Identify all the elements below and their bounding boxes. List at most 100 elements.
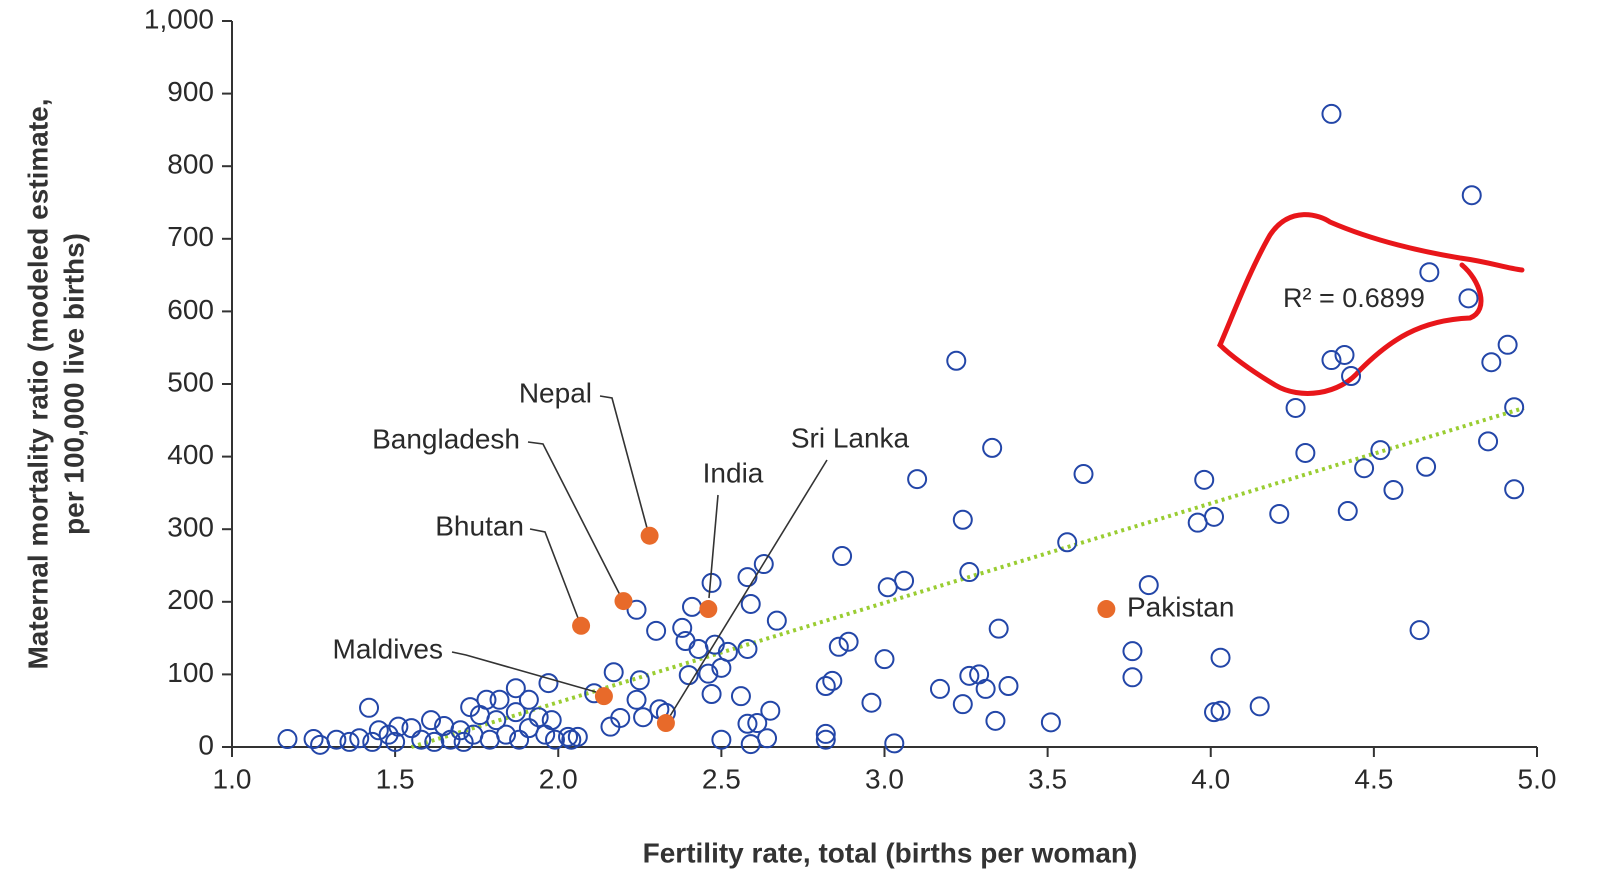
leader-line [669,459,828,717]
x-tick-label: 5.0 [1518,763,1557,794]
point [740,734,761,755]
point [368,720,389,741]
point [1295,442,1316,463]
point [385,731,406,752]
point [682,596,703,617]
point [737,638,758,659]
point [1073,464,1094,485]
point [1416,456,1437,477]
point [1409,620,1430,641]
leader-line [527,441,621,596]
y-tick-label: 300 [167,512,214,543]
leader-line [599,395,648,529]
x-tick-label: 1.0 [213,763,252,794]
point [1122,641,1143,662]
point [988,618,1009,639]
point [675,631,696,652]
point [861,692,882,713]
point [561,729,582,750]
point [558,726,579,747]
point [1504,479,1525,500]
point [1354,458,1375,479]
x-tick-label: 1.5 [376,763,415,794]
point [1194,469,1215,490]
point [640,526,659,545]
point [603,662,624,683]
point [975,678,996,699]
point [1321,350,1342,371]
point [486,710,507,731]
point [600,716,621,737]
point [518,689,539,710]
point [737,567,758,588]
point [326,729,347,750]
point [815,676,836,697]
trend-line [410,406,1525,749]
point-label: India [703,457,764,488]
point [747,713,768,734]
point [528,707,549,728]
point [753,554,774,575]
point [740,593,761,614]
point [884,733,905,754]
point [1370,440,1391,461]
point-label: Pakistan [1127,591,1234,622]
point [277,729,298,750]
point [1321,103,1342,124]
y-tick-label: 100 [167,657,214,688]
point [656,714,675,733]
point [1122,667,1143,688]
point [421,710,442,731]
point [1204,506,1225,527]
point [544,729,565,750]
point [1497,334,1518,355]
point [907,469,928,490]
point [388,716,409,737]
point [626,599,647,620]
point [959,562,980,583]
y-tick-label: 200 [167,584,214,615]
y-tick-label: 800 [167,149,214,180]
point [629,670,650,691]
point [1138,575,1159,596]
point-label: Sri Lanka [791,422,910,453]
point [760,700,781,721]
point [822,670,843,691]
point [1504,397,1525,418]
y-tick-label: 600 [167,294,214,325]
point [1040,712,1061,733]
point [614,592,633,611]
point [518,718,539,739]
x-tick-label: 4.5 [1354,763,1393,794]
point [985,710,1006,731]
x-tick-label: 2.5 [702,763,741,794]
point [757,728,778,749]
point [303,729,324,750]
point [572,616,591,635]
point [509,729,530,750]
point [952,694,973,715]
x-tick-label: 3.0 [865,763,904,794]
point [832,546,853,567]
point [339,731,360,752]
point [1481,352,1502,373]
point [688,638,709,659]
point [929,678,950,699]
point [815,729,836,750]
point [626,689,647,710]
y-tick-label: 1,000 [144,3,214,34]
point [535,724,556,745]
leader-line [708,494,719,599]
point [1461,185,1482,206]
point-label: Bhutan [435,510,524,541]
x-tick-label: 3.5 [1028,763,1067,794]
r-squared-annotation: R² = 0.6899 [1283,283,1425,313]
point [874,649,895,670]
point [1458,288,1479,309]
point [1210,700,1231,721]
point [711,657,732,678]
point [1383,479,1404,500]
point [698,663,719,684]
point [730,686,751,707]
